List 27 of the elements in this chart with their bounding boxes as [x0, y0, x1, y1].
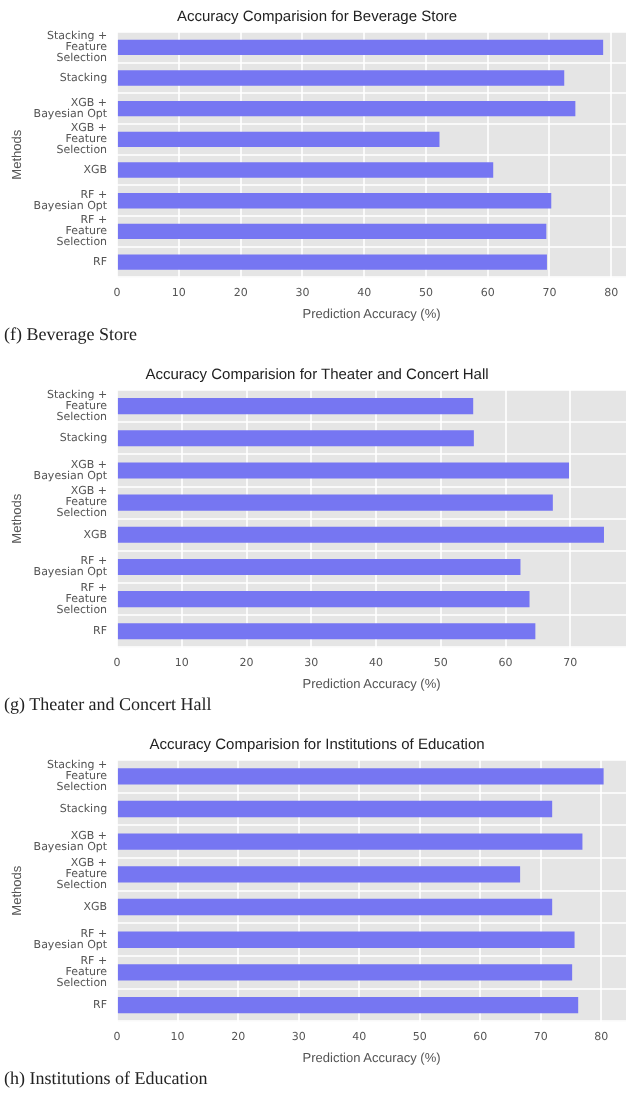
bar [117, 223, 547, 240]
bar [117, 591, 530, 608]
bar [117, 193, 552, 209]
bar [117, 866, 521, 883]
bar [117, 800, 553, 818]
bar [117, 162, 494, 178]
bar [117, 768, 604, 785]
bar [117, 931, 575, 948]
bar [117, 833, 583, 850]
bar [117, 101, 576, 117]
bar [117, 131, 440, 148]
bar [117, 558, 521, 576]
text: (h) Institutions of Education [4, 1068, 210, 1090]
bar [117, 526, 604, 543]
text: (f) Beverage Store [4, 324, 139, 346]
bar [117, 964, 573, 981]
text: (g) Theater and Concert Hall [4, 694, 214, 716]
bar [117, 494, 553, 511]
bar [117, 462, 570, 479]
bar [117, 398, 474, 415]
bar [117, 39, 604, 56]
bar [117, 430, 474, 447]
bar [117, 996, 579, 1014]
bar [117, 254, 547, 270]
bar [117, 623, 536, 640]
bar [117, 898, 553, 916]
bar [117, 70, 565, 86]
